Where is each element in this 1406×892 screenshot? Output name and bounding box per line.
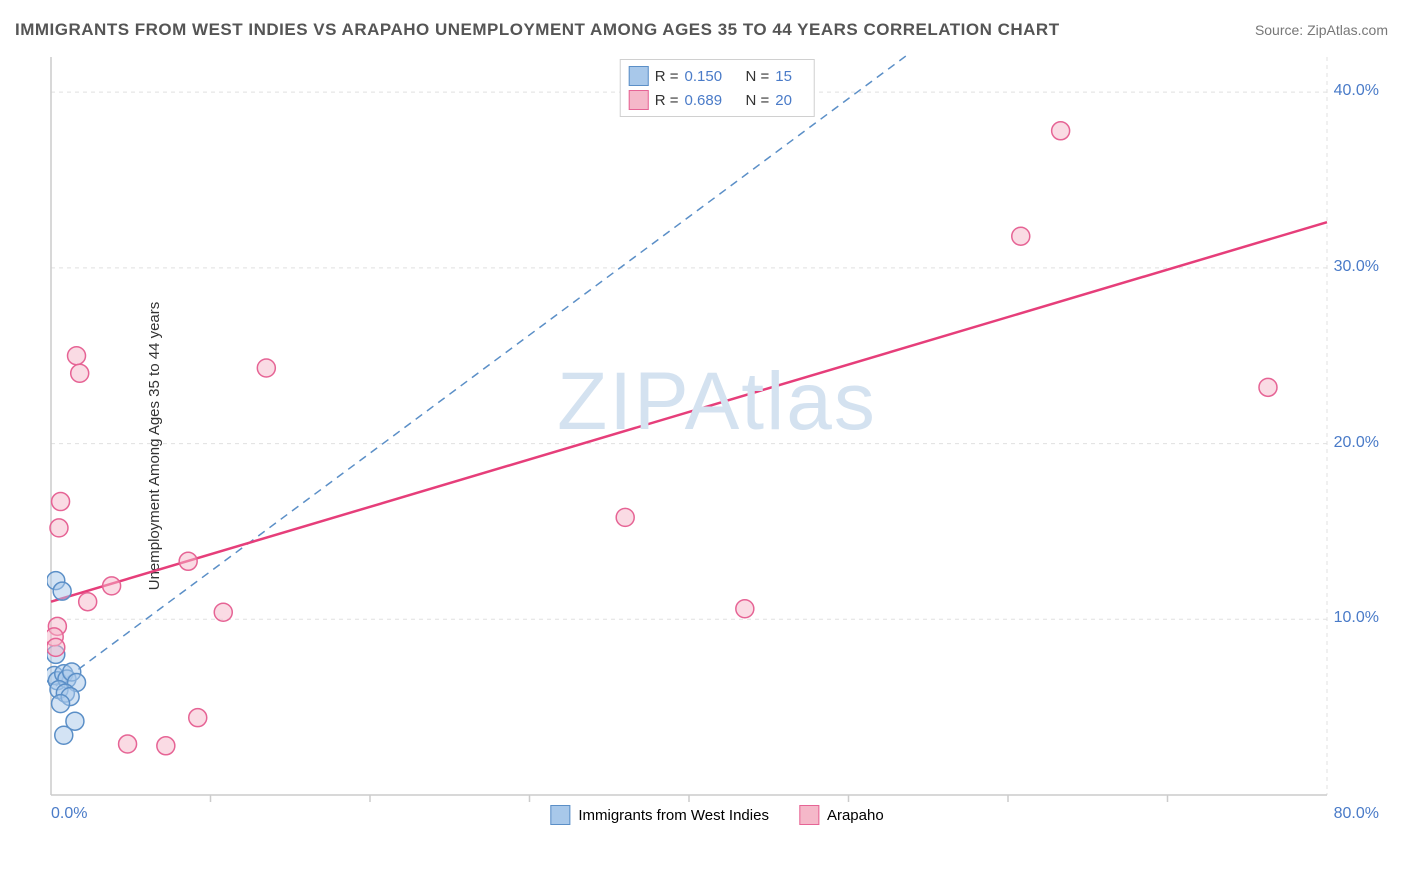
legend-label: Arapaho bbox=[827, 807, 884, 824]
legend-r-label: R = bbox=[655, 68, 679, 85]
legend-item: Arapaho bbox=[799, 805, 884, 825]
legend-swatch bbox=[629, 66, 649, 86]
source-attribution: Source: ZipAtlas.com bbox=[1255, 22, 1388, 38]
correlation-legend: R = 0.150 N = 15 R = 0.689 N = 20 bbox=[620, 59, 815, 117]
legend-swatch bbox=[799, 805, 819, 825]
legend-swatch bbox=[550, 805, 570, 825]
y-tick-label: 30.0% bbox=[1334, 258, 1379, 276]
legend-n-value: 20 bbox=[775, 92, 805, 109]
y-tick-label: 20.0% bbox=[1334, 434, 1379, 452]
legend-label: Immigrants from West Indies bbox=[578, 807, 769, 824]
legend-r-value: 0.689 bbox=[685, 92, 740, 109]
legend-row: R = 0.150 N = 15 bbox=[629, 64, 806, 88]
legend-swatch bbox=[629, 90, 649, 110]
legend-n-label: N = bbox=[746, 68, 770, 85]
series-legend: Immigrants from West Indies Arapaho bbox=[550, 805, 883, 825]
legend-r-label: R = bbox=[655, 92, 679, 109]
chart-svg bbox=[47, 55, 1387, 825]
x-tick-label: 0.0% bbox=[51, 805, 87, 823]
chart-title: IMMIGRANTS FROM WEST INDIES VS ARAPAHO U… bbox=[15, 20, 1060, 40]
plot-area: ZIPAtlas R = 0.150 N = 15 R = 0.689 N = … bbox=[47, 55, 1387, 825]
legend-row: R = 0.689 N = 20 bbox=[629, 88, 806, 112]
y-tick-label: 40.0% bbox=[1334, 82, 1379, 100]
legend-n-value: 15 bbox=[775, 68, 805, 85]
x-tick-label: 80.0% bbox=[1334, 805, 1379, 823]
y-tick-label: 10.0% bbox=[1334, 609, 1379, 627]
legend-r-value: 0.150 bbox=[685, 68, 740, 85]
legend-n-label: N = bbox=[746, 92, 770, 109]
legend-item: Immigrants from West Indies bbox=[550, 805, 769, 825]
